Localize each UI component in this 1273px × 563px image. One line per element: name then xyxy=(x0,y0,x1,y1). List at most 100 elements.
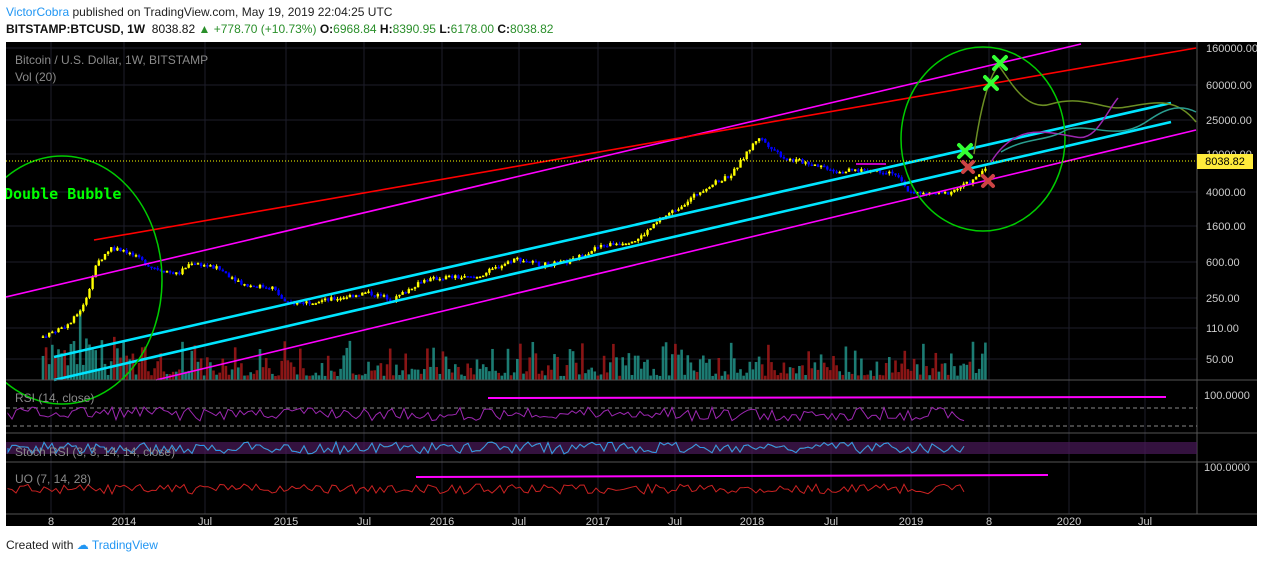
time-tick-label: 2016 xyxy=(430,516,454,526)
volume-label: Vol (20) xyxy=(15,70,56,84)
volume-bar xyxy=(581,343,584,380)
upper-cyan-channel xyxy=(53,101,1172,359)
volume-bar xyxy=(326,355,330,380)
volume-bar xyxy=(227,374,231,380)
volume-bar xyxy=(733,358,736,380)
price-tick-label: 600.00 xyxy=(1206,257,1240,269)
candle-body xyxy=(271,286,274,289)
volume-bar xyxy=(305,375,308,380)
candle-body xyxy=(305,301,308,304)
candle-body xyxy=(277,289,280,296)
candle-body xyxy=(119,247,122,252)
volume-bar xyxy=(853,350,857,380)
volume-bar xyxy=(962,363,965,380)
candle-body xyxy=(385,295,389,300)
volume-bar xyxy=(748,361,752,380)
candle-body xyxy=(773,149,776,151)
candle-body xyxy=(317,301,321,304)
volume-bar xyxy=(888,357,891,380)
candle-body xyxy=(782,156,786,159)
volume-bar xyxy=(382,375,386,380)
volume-bar xyxy=(454,364,457,380)
candle-body xyxy=(416,282,420,288)
volume-bar xyxy=(144,346,147,380)
volume-bar xyxy=(345,347,349,380)
candle-body xyxy=(609,243,612,247)
candle-body xyxy=(128,252,131,255)
stoch-band xyxy=(6,442,1197,454)
candle-body xyxy=(761,138,764,140)
volume-bar xyxy=(624,365,628,380)
volume-bar xyxy=(534,353,538,380)
candle-body xyxy=(519,257,522,262)
candle-body xyxy=(336,298,339,301)
volume-bar xyxy=(209,362,212,380)
candle-body xyxy=(730,175,733,179)
candle-body xyxy=(881,172,885,175)
close-value: 8038.82 xyxy=(510,22,554,36)
volume-bar xyxy=(370,370,373,380)
published-text: published on TradingView.com, May 19, 20… xyxy=(72,5,393,19)
candle-body xyxy=(94,265,97,278)
candle-body xyxy=(522,260,525,263)
publisher-username[interactable]: VictorCobra xyxy=(6,5,70,19)
lower-magenta-channel xyxy=(155,129,1197,381)
volume-bar xyxy=(779,372,783,380)
candle-body xyxy=(711,184,714,188)
candle-body xyxy=(537,261,541,267)
stoch-d-line xyxy=(7,440,965,456)
candle-body xyxy=(953,189,956,192)
time-tick-label: Jul xyxy=(824,516,838,526)
candle-body xyxy=(286,301,290,303)
uo-tick: 100.0000 xyxy=(1204,462,1250,474)
candle-body xyxy=(327,298,330,301)
candle-body xyxy=(513,258,516,263)
candle-body xyxy=(54,331,57,334)
time-axis[interactable]: 8 2014 Jul 2015 Jul 2016 Jul 2017 Jul 2018 Jul 2019… xyxy=(6,513,1257,526)
x-stroke xyxy=(992,55,1008,71)
volume-bar xyxy=(277,375,280,380)
red-x-marker xyxy=(961,160,975,174)
candle-body xyxy=(937,191,941,194)
volume-bar xyxy=(134,374,138,380)
volume-bar xyxy=(367,361,370,380)
candle-body xyxy=(779,151,782,157)
candle-body xyxy=(274,286,277,290)
volume-bar xyxy=(103,363,107,380)
candle-body xyxy=(615,243,618,246)
volume-bar xyxy=(348,340,352,380)
low-label: L: xyxy=(439,22,451,36)
candle-body xyxy=(602,244,606,247)
volume-bar xyxy=(401,370,404,380)
volume-bar xyxy=(109,361,113,380)
candle-body xyxy=(156,268,159,270)
price-tick-label: 1600.00 xyxy=(1206,221,1246,233)
volume-bar xyxy=(447,369,451,380)
volume-bar xyxy=(150,375,153,380)
candle-body xyxy=(702,191,705,193)
tradingview-brand[interactable]: TradingView xyxy=(91,538,158,552)
candle-body xyxy=(624,243,627,246)
volume-bar xyxy=(602,355,606,380)
volume-bar xyxy=(857,375,860,380)
candle-body xyxy=(544,262,547,267)
volume-bar xyxy=(531,341,535,380)
price-tick-label: 110.00 xyxy=(1206,323,1239,335)
volume-bar xyxy=(664,342,668,380)
chart-canvas[interactable]: Bitcoin / U.S. Dollar, 1W, BITSTAMP Vol … xyxy=(6,42,1257,526)
price-tick-label: 50.00 xyxy=(1206,354,1234,366)
volume-bar xyxy=(705,362,708,380)
volume-bar xyxy=(894,360,897,380)
volume-bar xyxy=(264,358,268,380)
price-tick-label: 25000.00 xyxy=(1206,115,1252,127)
candle-body xyxy=(116,247,119,251)
volume-bar xyxy=(497,372,500,380)
volume-bar xyxy=(547,365,550,380)
candle-body xyxy=(435,277,438,281)
rsi-label: RSI (14, close) xyxy=(15,391,94,405)
candle-body xyxy=(909,191,913,193)
volume-bar xyxy=(875,361,879,380)
volume-bar xyxy=(47,364,51,380)
candle-body xyxy=(398,294,401,297)
volume-bar xyxy=(950,353,953,380)
